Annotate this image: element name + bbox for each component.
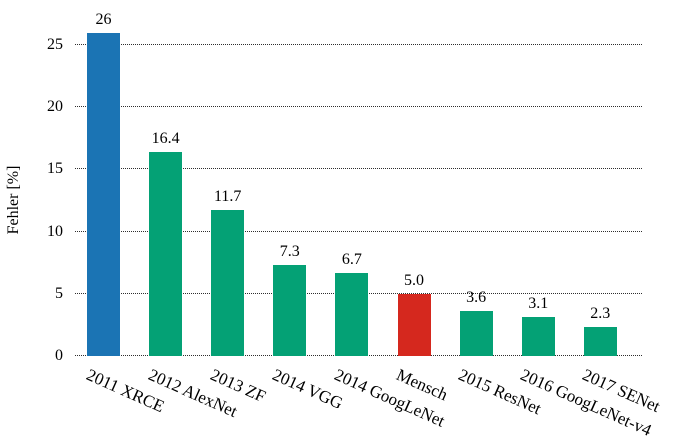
bar-2017-senet: [583, 327, 617, 356]
value-label-2011-xrce: 26: [95, 10, 112, 28]
y-tick-label-10: 10: [47, 222, 63, 240]
value-label-2017-senet: 2.3: [590, 305, 611, 323]
bar-2014-vgg: [273, 265, 307, 356]
gridline-y-15: [75, 168, 642, 170]
gridline-y-25: [75, 44, 642, 45]
value-label-2016-googlenet-v4: 3.1: [528, 295, 549, 313]
gridline-y-20: [75, 106, 642, 108]
bar-2014-googlenet: [335, 272, 369, 356]
y-tick-label-15: 15: [47, 160, 63, 178]
value-label-2013-zf: 11.7: [213, 188, 242, 206]
value-label-2014-vgg: 7.3: [279, 243, 300, 261]
value-label-2015-resnet: 3.6: [466, 289, 487, 307]
bar-2011-xrce: [87, 32, 120, 356]
gridline-y-10: [75, 230, 642, 232]
bar-2015-resnet: [459, 311, 493, 356]
x-tick-label-2014-vgg: 2014 VGG: [269, 365, 346, 413]
bar-mensch: [397, 293, 431, 356]
y-tick-label-20: 20: [47, 98, 63, 116]
bar-2012-alexnet: [149, 151, 183, 356]
value-label-mensch: 5.0: [404, 271, 424, 289]
y-tick-label-5: 5: [55, 284, 63, 302]
bar-2013-zf: [211, 210, 245, 356]
bar-2016-googlenet-v4: [521, 317, 555, 356]
y-tick-label-0: 0: [55, 347, 63, 364]
value-label-2012-alexnet: 16.4: [151, 129, 180, 147]
value-label-2014-googlenet: 6.7: [341, 250, 362, 268]
y-tick-label-25: 25: [47, 36, 63, 53]
